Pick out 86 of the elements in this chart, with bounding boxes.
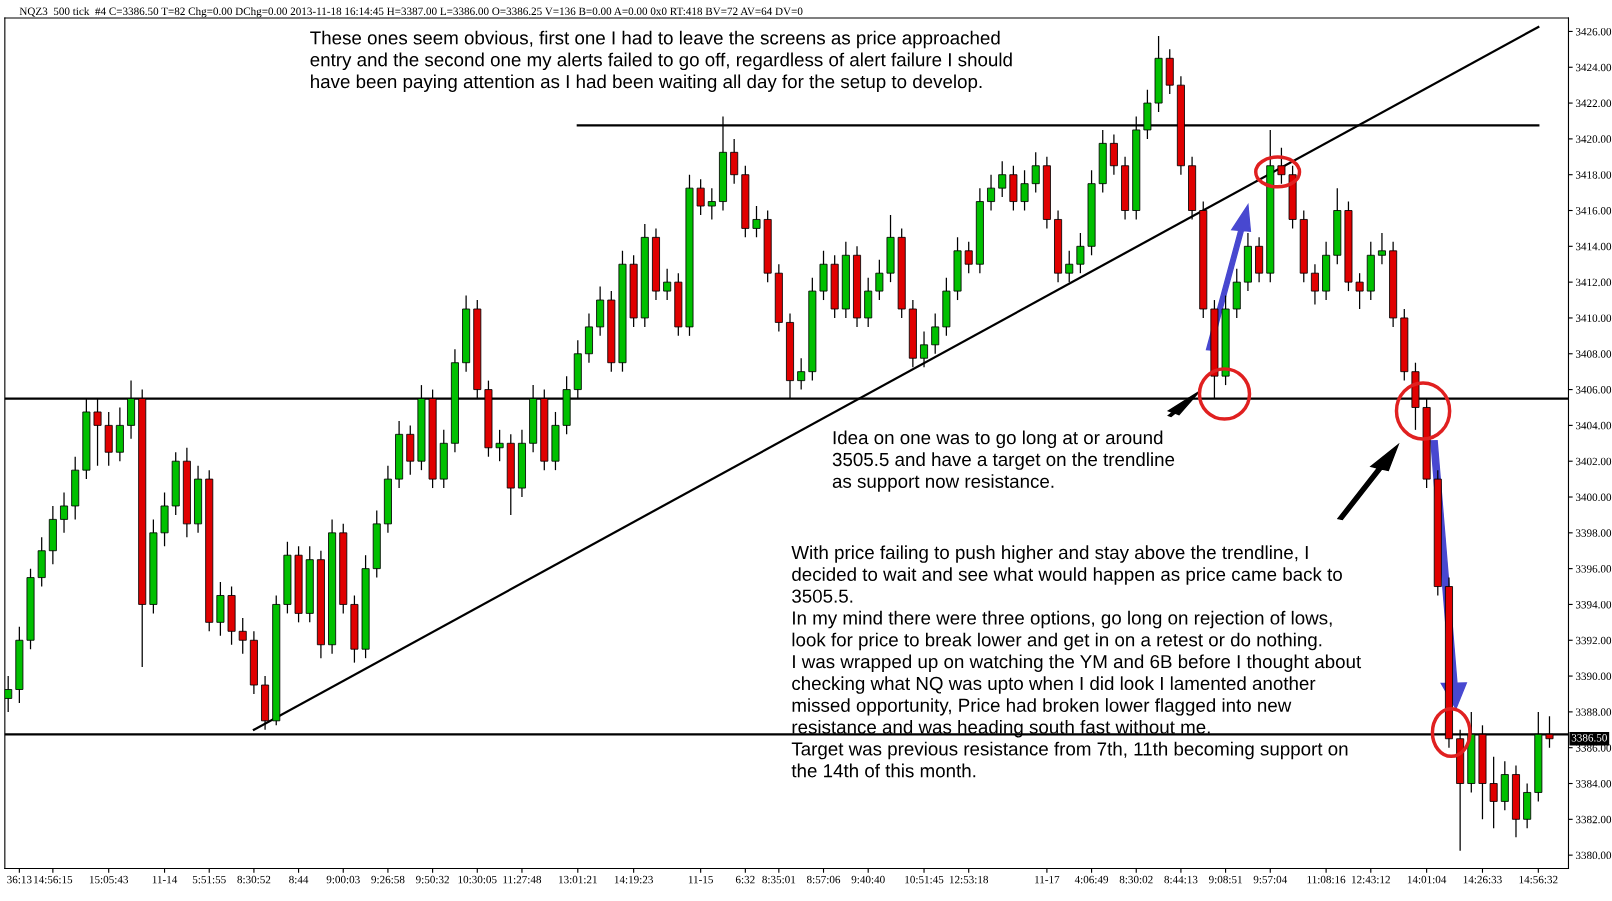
candlestick xyxy=(1277,147,1286,185)
candlestick xyxy=(920,330,929,368)
candlestick xyxy=(797,357,806,391)
y-tick-label: 3404.00 xyxy=(1575,421,1612,430)
x-tick-label: 11-14 xyxy=(152,875,178,884)
y-tick-label: 3380.00 xyxy=(1575,851,1612,860)
x-tick-label: 9:00:03 xyxy=(326,875,360,884)
y-tick-label: 3424.00 xyxy=(1575,63,1612,72)
candlestick xyxy=(1020,169,1029,212)
candlestick xyxy=(1065,250,1074,283)
y-tick-label: 3406.00 xyxy=(1575,386,1612,394)
x-tick-label: 13:01:21 xyxy=(559,875,597,884)
y-tick-label: 3414.00 xyxy=(1575,242,1612,251)
y-tick-label: 3398.00 xyxy=(1575,529,1612,537)
y-tick-label: 3408.00 xyxy=(1575,350,1612,358)
candlestick xyxy=(495,429,504,462)
candlestick xyxy=(1489,756,1498,829)
x-tick-label: 14:01:04 xyxy=(1407,875,1447,884)
x-tick-label: 8:57:06 xyxy=(806,875,841,884)
y-tick-label: 3390.00 xyxy=(1575,672,1612,681)
y-tick-label: 3420.00 xyxy=(1575,135,1612,143)
x-tick-label: 9:26:58 xyxy=(371,875,405,884)
y-tick-label: 3402.00 xyxy=(1575,457,1612,466)
candlestick xyxy=(730,138,739,185)
y-tick-label: 3382.00 xyxy=(1575,815,1612,824)
x-tick-label: 14:19:23 xyxy=(614,875,653,884)
candlestick xyxy=(1076,232,1085,274)
x-tick-label: 11-15 xyxy=(688,875,713,884)
y-tick-label: 3392.00 xyxy=(1575,636,1612,645)
x-tick-label: 4:06:49 xyxy=(1074,875,1109,884)
x-tick-label: 36:13 xyxy=(7,875,32,884)
x-tick-label: 15:05:43 xyxy=(89,875,129,884)
candlestick xyxy=(752,205,761,238)
x-tick-label: 8:44:13 xyxy=(1164,875,1198,884)
x-tick-label: 8:30:02 xyxy=(1119,875,1153,884)
candlestick xyxy=(1355,272,1364,310)
x-tick-label: 14:26:33 xyxy=(1463,875,1502,884)
y-tick-label: 3396.00 xyxy=(1575,565,1612,573)
chart-title: NQZ3 500 tick #4 C=3386.50 T=82 Chg=0.00 DChg=0.00 2013-11-18 16:14:45 H=3387.00 L=3386.00 O=3386.25 V=136 B=0.00 A=0.00 0x0 RT:418 BV=72 AV=64 DV=0 xyxy=(19,7,803,18)
candlestick xyxy=(931,312,940,355)
x-tick-label: 9:08:51 xyxy=(1208,875,1242,884)
y-tick-label: 3388.00 xyxy=(1575,708,1612,716)
x-tick-label: 12:43:12 xyxy=(1352,875,1390,884)
candlestick xyxy=(4,675,13,713)
y-tick-label: 3410.00 xyxy=(1575,314,1612,322)
candlestick xyxy=(1031,151,1040,194)
x-tick-label: 11:27:48 xyxy=(503,875,542,884)
x-tick-label: 6:32 xyxy=(735,875,755,884)
x-tick-label: 5:51:55 xyxy=(192,875,226,884)
x-tick-label: 8:44 xyxy=(289,875,309,884)
candlestick xyxy=(696,178,705,216)
candlestick xyxy=(875,259,884,301)
x-tick-label: 9:40:40 xyxy=(851,875,885,884)
y-tick-label: 3384.00 xyxy=(1575,779,1612,788)
candlestick xyxy=(663,268,672,301)
candlestick xyxy=(964,241,973,274)
annotation: These ones seem obvious, first one I had to leave the screens as price approached entry and the second one my alerts failed to go off, regardless of alert failure I should have been paying attention as I had been waiting all day for the setup to develop. xyxy=(310,30,1012,92)
annotation: Idea on one was to go long at or around 3505.5 and have a target on the trendline as support now resistance. xyxy=(832,430,1175,492)
x-tick-label: 11:08:16 xyxy=(1307,875,1346,884)
x-tick-label: 9:57:04 xyxy=(1253,875,1288,884)
x-tick-label: 8:30:52 xyxy=(237,875,271,884)
x-tick-label: 8:35:01 xyxy=(762,875,796,884)
candlestick xyxy=(1310,263,1319,306)
y-tick-label: 3416.00 xyxy=(1575,206,1612,215)
y-tick-label: 3412.00 xyxy=(1575,278,1612,287)
candlestick xyxy=(238,617,247,655)
x-tick-label: 12:53:18 xyxy=(949,875,989,884)
candlestick xyxy=(707,187,716,221)
x-tick-label: 14:56:15 xyxy=(34,875,73,884)
x-tick-label: 9:50:32 xyxy=(415,875,449,884)
x-tick-label: 11-17 xyxy=(1035,875,1060,884)
candlestick xyxy=(1377,232,1386,265)
x-tick-label: 14:56:32 xyxy=(1519,875,1558,884)
y-tick-label: 3400.00 xyxy=(1575,493,1612,502)
x-tick-label: 10:51:45 xyxy=(905,875,944,884)
y-tick-label: 3394.00 xyxy=(1575,600,1612,609)
x-tick-label: 10:30:05 xyxy=(458,875,497,884)
y-tick-label: 3418.00 xyxy=(1575,171,1612,179)
candlestick xyxy=(60,491,69,534)
candlestick xyxy=(998,160,1007,198)
y-tick-label: 3386.00 xyxy=(1575,744,1612,752)
candlestick xyxy=(987,174,996,212)
annotation: 3386.50 xyxy=(1571,734,1607,742)
y-tick-label: 3426.00 xyxy=(1575,27,1612,36)
y-tick-label: 3422.00 xyxy=(1575,99,1612,108)
candlestick xyxy=(1109,133,1118,176)
